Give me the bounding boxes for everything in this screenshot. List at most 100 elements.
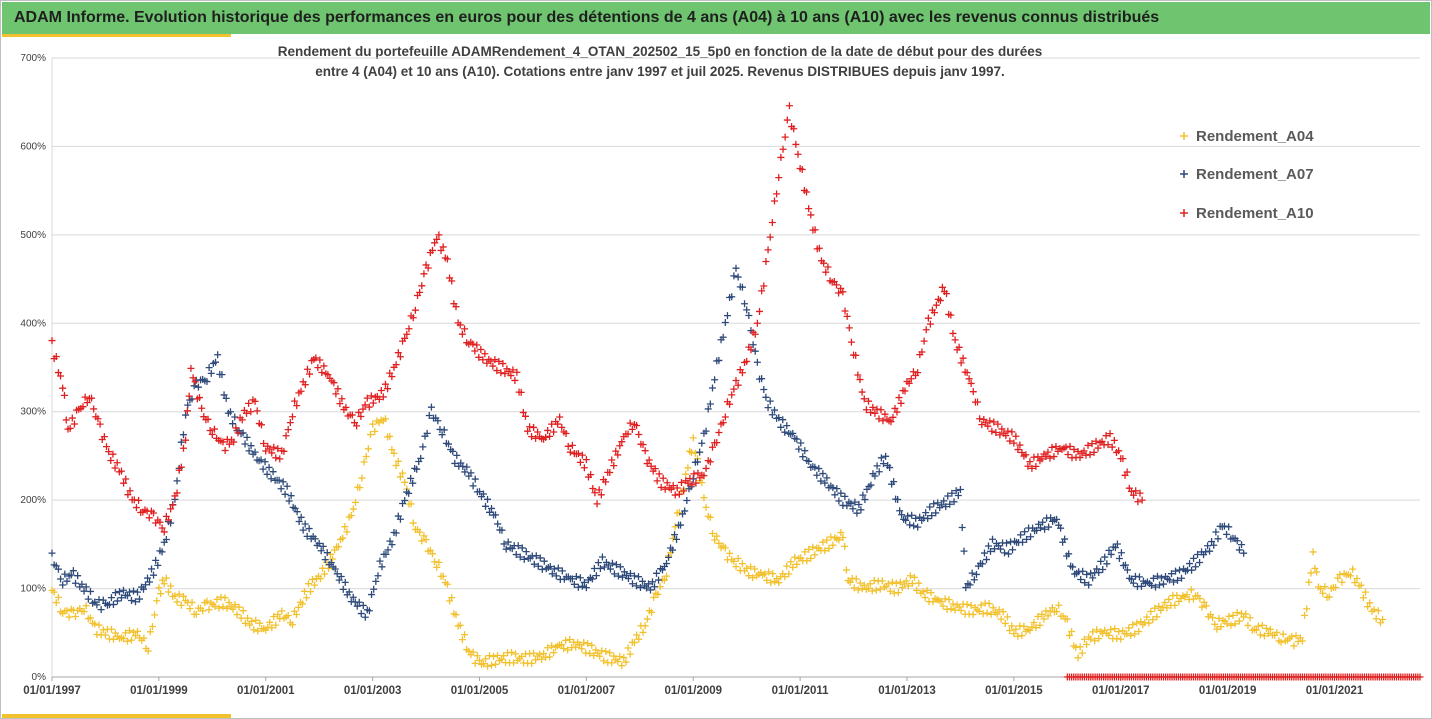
point-rendement-a10 — [477, 345, 485, 353]
point-rendement-a04 — [1233, 609, 1241, 617]
point-rendement-a10 — [965, 375, 973, 383]
point-rendement-a10 — [641, 447, 649, 455]
point-rendement-a04 — [1040, 615, 1048, 623]
point-rendement-a07 — [1235, 546, 1243, 554]
point-rendement-a04 — [773, 575, 781, 583]
point-rendement-a10 — [867, 408, 875, 416]
point-rendement-a10 — [591, 489, 599, 497]
point-rendement-a07 — [649, 578, 657, 586]
point-rendement-a07 — [461, 468, 469, 476]
point-rendement-a10 — [336, 400, 344, 408]
point-rendement-a07 — [956, 485, 964, 493]
point-rendement-a10 — [198, 404, 206, 412]
point-rendement-a04 — [101, 631, 109, 639]
point-rendement-a10 — [458, 330, 466, 338]
point-rendement-a10 — [534, 428, 542, 436]
point-rendement-a07 — [745, 311, 753, 319]
point-rendement-a10 — [437, 247, 445, 255]
point-rendement-a07 — [74, 572, 82, 580]
point-rendement-a04 — [294, 603, 302, 611]
point-rendement-a07 — [534, 562, 542, 570]
point-rendement-a04 — [908, 580, 916, 588]
point-rendement-a04 — [1225, 612, 1233, 620]
point-rendement-a04 — [639, 628, 647, 636]
point-rendement-a04 — [789, 563, 797, 571]
gridlines — [51, 57, 1420, 678]
point-rendement-a10 — [721, 413, 729, 421]
point-rendement-a07 — [877, 454, 885, 462]
point-rendement-a04 — [781, 573, 789, 581]
point-rendement-a04 — [1018, 632, 1026, 640]
point-rendement-a07 — [950, 498, 958, 506]
point-rendement-a07 — [492, 511, 500, 519]
point-rendement-a04 — [233, 611, 241, 619]
point-rendement-a10 — [88, 394, 96, 402]
x-tick-label: 01/01/2021 — [1306, 685, 1364, 697]
point-rendement-a07 — [303, 532, 311, 540]
point-rendement-a07 — [770, 406, 778, 414]
point-rendement-a10 — [150, 509, 158, 517]
point-rendement-a07 — [401, 496, 409, 504]
point-rendement-a10 — [182, 436, 190, 444]
point-rendement-a04 — [1361, 588, 1369, 596]
point-rendement-a07 — [218, 371, 226, 379]
point-rendement-a07 — [1057, 524, 1065, 532]
point-rendement-a10 — [998, 425, 1006, 433]
point-rendement-a04 — [829, 541, 837, 549]
point-rendement-a07 — [904, 512, 912, 520]
point-rendement-a04 — [146, 628, 154, 636]
point-rendement-a07 — [896, 507, 904, 515]
point-rendement-a04 — [1111, 625, 1119, 633]
point-rendement-a04 — [1244, 621, 1252, 629]
point-rendement-a07 — [753, 358, 761, 366]
point-rendement-a04 — [452, 611, 460, 619]
point-rendement-a07 — [173, 477, 181, 485]
point-rendement-a07 — [970, 576, 978, 584]
point-rendement-a07 — [910, 522, 918, 530]
point-rendement-a07 — [853, 509, 861, 517]
point-rendement-a10 — [1136, 489, 1144, 497]
point-rendement-a04 — [1301, 611, 1309, 619]
point-rendement-a10 — [974, 398, 982, 406]
point-rendement-a10 — [835, 289, 843, 297]
point-rendement-a10 — [379, 393, 387, 401]
point-rendement-a10 — [1014, 446, 1022, 454]
point-rendement-a07 — [117, 594, 125, 602]
point-rendement-a04 — [684, 464, 692, 472]
point-rendement-a10 — [593, 500, 601, 508]
point-rendement-a07 — [514, 542, 522, 550]
point-rendement-a07 — [69, 567, 77, 575]
point-rendement-a10 — [726, 400, 734, 408]
point-rendement-a04 — [401, 478, 409, 486]
point-rendement-a07 — [1192, 563, 1200, 571]
point-rendement-a04 — [949, 600, 957, 608]
point-rendement-a07 — [1123, 566, 1131, 574]
point-rendement-a04 — [1202, 602, 1210, 610]
point-rendement-a10 — [505, 368, 513, 376]
point-rendement-a10 — [667, 485, 675, 493]
point-rendement-a07 — [946, 500, 954, 508]
point-rendement-a07 — [984, 542, 992, 550]
point-rendement-a10 — [854, 371, 862, 379]
point-rendement-a04 — [109, 635, 117, 643]
point-rendement-a04 — [162, 574, 170, 582]
point-rendement-a04 — [52, 599, 60, 607]
point-rendement-a04 — [1292, 632, 1300, 640]
point-rendement-a10 — [234, 429, 242, 437]
point-rendement-a07 — [732, 264, 740, 272]
point-rendement-a04 — [562, 636, 570, 644]
point-rendement-a10 — [183, 407, 191, 415]
point-rendement-a04 — [311, 581, 319, 589]
point-rendement-a10 — [443, 255, 451, 263]
point-rendement-a04 — [1290, 642, 1298, 650]
point-rendement-a04 — [302, 594, 310, 602]
point-rendement-a04 — [576, 641, 584, 649]
point-rendement-a10 — [519, 408, 527, 416]
point-rendement-a07 — [277, 485, 285, 493]
point-rendement-a04 — [732, 563, 740, 571]
point-rendement-a10 — [70, 420, 78, 428]
point-rendement-a04 — [927, 589, 935, 597]
point-rendement-a04 — [231, 601, 239, 609]
data-marks — [48, 102, 1424, 681]
point-rendement-a07 — [624, 575, 632, 583]
